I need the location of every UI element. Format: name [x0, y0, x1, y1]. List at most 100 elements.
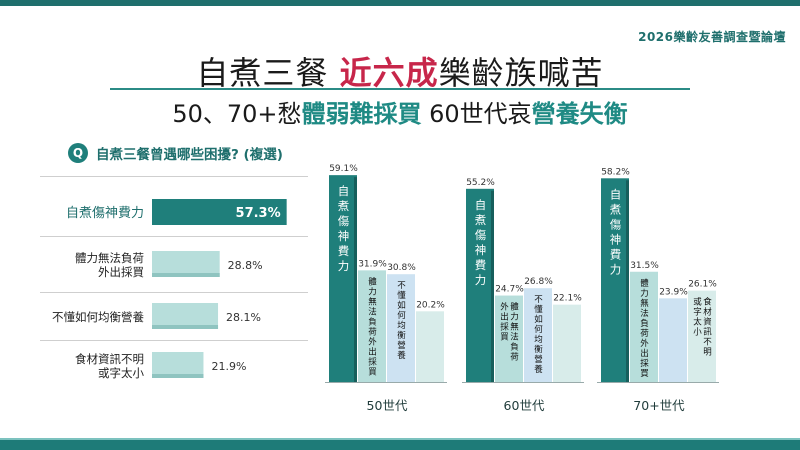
subtitle-a: 50、70+愁 — [172, 100, 302, 128]
age-group-bar-label-char: 無 — [510, 322, 519, 333]
age-group-bar-label-char: 買 — [640, 369, 649, 379]
overall-bar-shadow — [152, 374, 204, 378]
age-group-bar-label-char: 買 — [500, 333, 509, 343]
question-badge-icon: Q — [68, 143, 88, 163]
age-group-bar-label-char: 衡 — [397, 330, 406, 341]
age-group-bar — [358, 270, 386, 382]
bottom-accent-line — [0, 438, 800, 440]
age-group-bar-label-char: 外 — [500, 302, 509, 313]
age-group-value-label: 30.8% — [387, 263, 416, 273]
subtitle-c: 60世代哀 — [421, 100, 532, 128]
age-group-bar-label-char: 力 — [640, 288, 649, 299]
age-group-bar — [688, 290, 716, 382]
age-group-bar-label-char: 均 — [397, 320, 406, 331]
age-group-bar-label-char: 採 — [640, 358, 649, 369]
age-group-bar-label-char: 荷 — [368, 326, 377, 337]
title-pre: 自煮三餐 — [196, 54, 340, 92]
age-group-bar-label-char: 衡 — [534, 344, 543, 355]
title-rule — [110, 88, 690, 90]
age-group-bar-label-char: 材 — [703, 307, 712, 318]
page-title: 自煮三餐 近六成樂齡族喊苦 — [0, 48, 800, 94]
age-group-bar-label-char: 營 — [534, 354, 543, 365]
age-group-bar-label-char: 傷 — [475, 228, 487, 242]
overall-category-label: 食材資訊不明 — [75, 352, 144, 366]
age-group-bar-label-char: 訊 — [703, 327, 712, 338]
age-group-bar-label-char: 如 — [397, 300, 406, 311]
age-group-bar — [495, 295, 523, 382]
age-group-bar-label-char: 力 — [475, 273, 487, 287]
age-group-value-label: 24.7% — [495, 285, 524, 295]
age-group-bar-label-char: 費 — [610, 247, 622, 261]
age-group-bar-label-char: 懂 — [534, 304, 543, 315]
title-highlight: 近六成 — [339, 54, 439, 92]
overall-category-label: 體力無法負荷 — [75, 251, 144, 265]
divider — [40, 236, 308, 237]
age-group-bar-label-char: 出 — [368, 346, 377, 357]
age-group-value-label: 20.2% — [416, 300, 445, 310]
age-group-bar-label-char: 或 — [693, 297, 702, 308]
age-group-bar-label-char: 採 — [368, 356, 377, 367]
age-group-bar-label-char: 傷 — [338, 214, 350, 228]
age-group-value-label: 26.8% — [524, 277, 553, 287]
overall-value-label: 28.1% — [226, 311, 261, 324]
age-group-value-label: 26.1% — [688, 280, 717, 290]
age-group-name: 70+世代 — [633, 398, 685, 413]
age-group-bar-label-char: 字 — [693, 307, 702, 318]
divider — [40, 176, 308, 177]
age-group-bar-label-char: 法 — [640, 308, 649, 319]
age-group-value-label: 58.2% — [601, 167, 630, 177]
age-group-bar-label-char: 煮 — [610, 202, 622, 216]
age-group-bar-label-char: 養 — [534, 364, 543, 375]
age-group-bar-label-char: 無 — [640, 298, 649, 309]
age-group-bar-label-char: 不 — [397, 281, 406, 291]
age-group-bar-label-char: 小 — [693, 327, 702, 338]
bar-edge — [491, 190, 494, 382]
overall-bar — [152, 352, 204, 378]
overall-category-label: 或字太小 — [98, 366, 144, 380]
age-group-bar-label-char: 自 — [610, 187, 622, 201]
age-group-bar-label-char: 費 — [338, 244, 350, 258]
age-group-bar-label-char: 煮 — [475, 213, 487, 227]
age-group-bar-label-char: 太 — [693, 317, 702, 328]
age-group-bar-label-char: 體 — [510, 302, 519, 313]
overall-value-label: 28.8% — [228, 259, 263, 272]
age-group-bar-label-char: 無 — [368, 296, 377, 307]
age-group-bar-label-char: 神 — [610, 232, 622, 246]
age-group-bar-label-char: 煮 — [338, 199, 350, 213]
age-group-bar-label-char: 買 — [368, 367, 377, 377]
bar-edge — [354, 177, 357, 382]
age-group-bar-label-char: 何 — [397, 310, 406, 321]
age-group-value-label: 22.1% — [553, 294, 582, 304]
age-group-bar-label-char: 不 — [703, 338, 712, 348]
age-group-bar-label-char: 荷 — [640, 328, 649, 339]
age-group-bar-label-char: 負 — [510, 342, 519, 353]
age-group-bar-label-char: 力 — [338, 259, 350, 273]
age-group-bar-label-char: 傷 — [610, 217, 622, 231]
overall-category-label: 不懂如何均衡營養 — [52, 310, 144, 324]
overall-value-label: 21.9% — [211, 360, 246, 373]
age-group-bar-label-char: 不 — [534, 295, 543, 305]
divider — [40, 292, 308, 293]
age-group-bar — [387, 274, 415, 382]
overall-bar-shadow — [152, 325, 219, 329]
divider — [40, 340, 308, 341]
overall-bar-shadow — [152, 273, 220, 277]
age-group-bar-label-char: 體 — [640, 278, 649, 289]
overall-category-label: 外出採買 — [98, 265, 144, 279]
age-group-bar — [329, 175, 357, 382]
age-group-bar-label-char: 出 — [640, 348, 649, 359]
overall-bar — [152, 303, 219, 329]
page-subtitle: 50、70+愁體弱難採買 60世代哀營養失衡 — [0, 94, 800, 129]
header-label: 2026樂齡友善調查暨論壇 — [638, 30, 786, 44]
age-group-bar-label-char: 自 — [338, 184, 350, 198]
age-group-bar-label-char: 出 — [500, 312, 509, 323]
overall-category-label: 自煮傷神費力 — [66, 206, 144, 221]
question-heading: Q 自煮三餐曾遇哪些困擾? (複選) — [68, 143, 283, 163]
age-group-bar-label-char: 懂 — [397, 290, 406, 301]
subtitle-b: 體弱難採買 — [301, 100, 422, 128]
age-group-bar — [601, 178, 629, 382]
age-group-bar-label-char: 荷 — [510, 352, 519, 363]
age-group-bar — [630, 271, 658, 382]
